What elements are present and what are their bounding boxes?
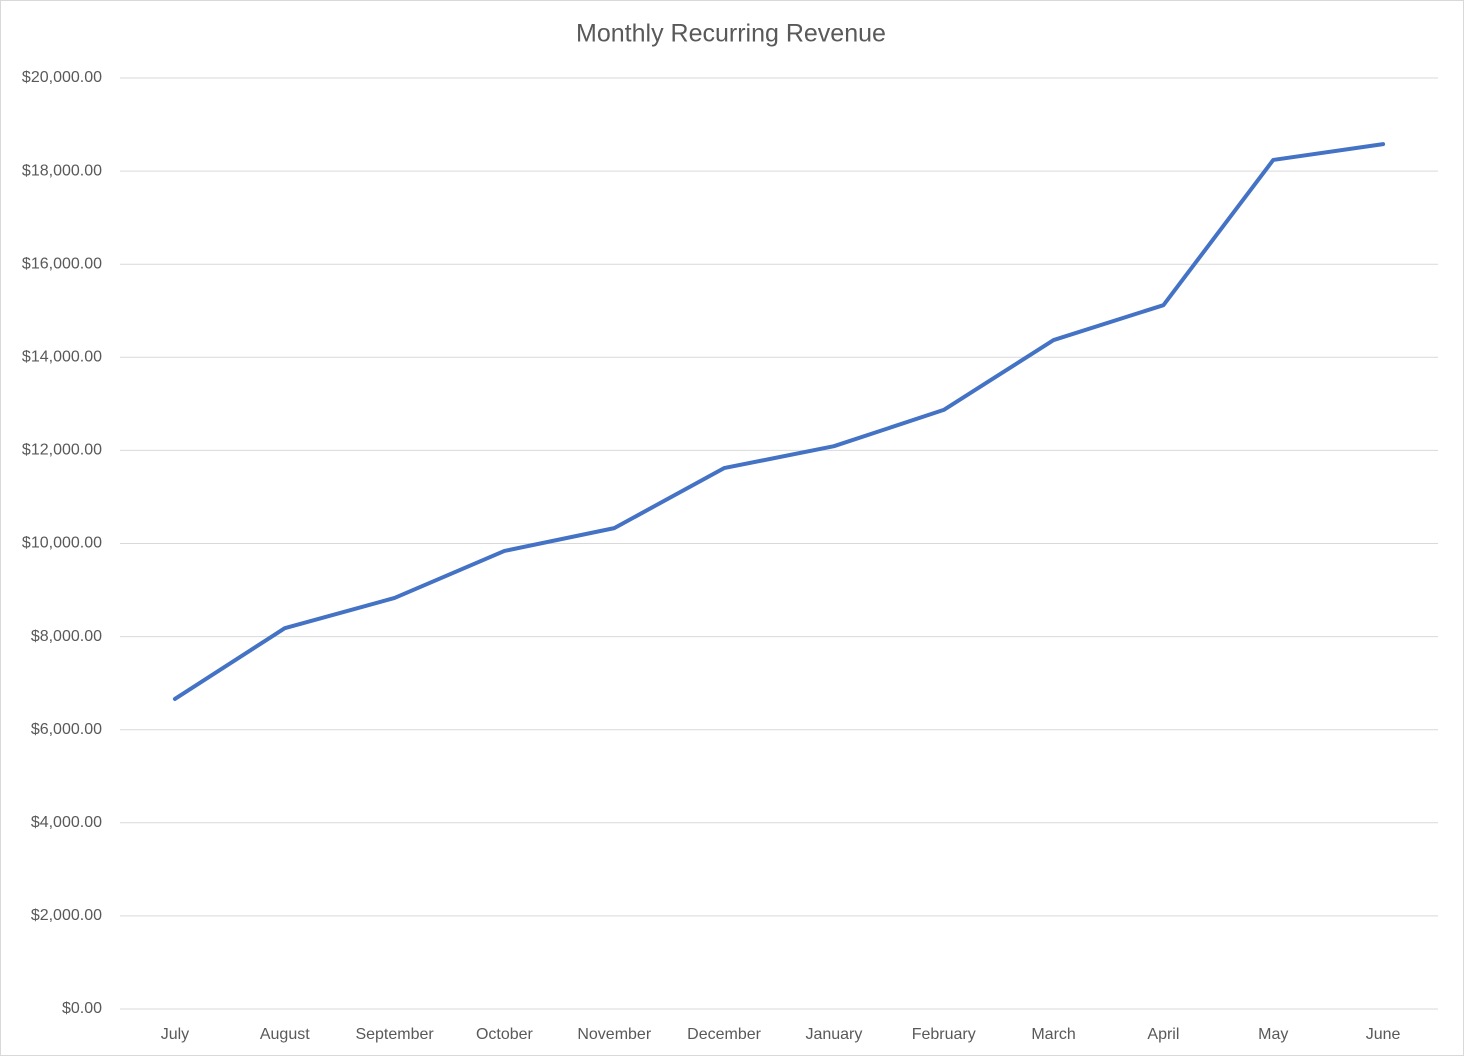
y-tick-label: $14,000.00	[22, 349, 102, 366]
x-tick-label: December	[687, 1026, 761, 1043]
x-tick-label: April	[1147, 1026, 1179, 1043]
x-tick-label: October	[476, 1026, 534, 1043]
x-tick-label: May	[1258, 1026, 1288, 1043]
y-tick-label: $8,000.00	[31, 628, 102, 645]
x-tick-label: January	[805, 1026, 862, 1043]
x-tick-label: February	[912, 1026, 976, 1043]
x-tick-label: March	[1031, 1026, 1075, 1043]
y-tick-label: $6,000.00	[31, 721, 102, 738]
y-tick-label: $20,000.00	[22, 69, 102, 86]
x-tick-label: November	[577, 1026, 651, 1043]
x-tick-label: June	[1366, 1026, 1401, 1043]
x-tick-label: August	[260, 1026, 310, 1043]
y-tick-label: $16,000.00	[22, 255, 102, 272]
series-line	[172, 142, 1386, 701]
x-tick-label: September	[355, 1026, 434, 1043]
y-tick-label: $2,000.00	[31, 907, 102, 924]
y-tick-label: $4,000.00	[31, 814, 102, 831]
chart-title: Monthly Recurring Revenue	[576, 20, 886, 48]
y-tick-label: $10,000.00	[22, 535, 102, 552]
x-tick-label: July	[161, 1026, 189, 1043]
y-tick-label: $0.00	[62, 1000, 102, 1017]
y-tick-label: $18,000.00	[22, 162, 102, 179]
y-tick-label: $12,000.00	[22, 442, 102, 459]
